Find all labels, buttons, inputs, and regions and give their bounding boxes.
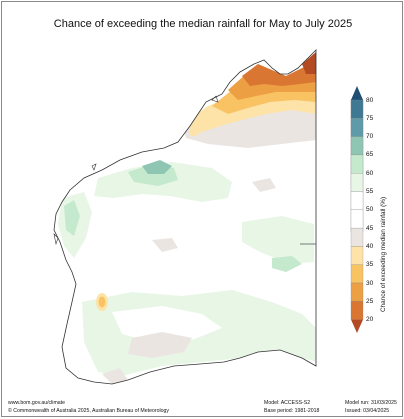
legend-tick-45: 45 [366,225,374,232]
legend-tick-70: 70 [366,133,374,140]
legend-tick-60: 60 [366,170,374,177]
band-45-south [128,332,192,358]
legend-swatch-70-75 [350,118,364,137]
band-20-north [302,52,316,74]
band-65-central [142,160,172,174]
legend-tick-30: 30 [366,280,374,287]
band-60-west [64,200,80,236]
legend-arrow-bottom [351,319,363,333]
legend-tick-35: 35 [366,261,374,268]
island [53,233,59,246]
band-40-kimberley [189,128,199,136]
legend-title: Chance of exceeding median rainfall (%) [380,196,387,312]
island [91,163,97,171]
probability-shading [58,52,316,384]
band-25-north [242,62,316,86]
footer-model-run: Model run: 31/03/2025 [345,400,397,406]
legend-arrow-top [351,86,363,100]
legend-tick-50: 50 [366,206,374,213]
legend-swatch-65-70 [350,136,364,156]
legend-swatch-40-45 [350,227,364,247]
legend-swatch-55-60 [350,173,364,192]
legend-swatch-60-65 [350,154,364,174]
legend-tick-40: 40 [366,243,374,250]
legend-swatch-25-30 [350,282,364,302]
legend-swatch-50-55 [350,191,364,210]
footer-base-period: Base period: 1981-2018 [264,408,320,414]
footer-copyright: © Commonwealth of Australia 2025, Austra… [8,408,169,414]
island [211,95,219,103]
band-55-east [242,216,314,264]
legend-swatch-35-40 [350,246,364,265]
legend-tick-20: 20 [366,316,374,323]
legend-swatch-20-25 [350,301,364,320]
footer-issued: Issued: 03/04/2025 [345,408,390,414]
legend-swatch-30-35 [350,264,364,284]
footer-website[interactable]: www.bom.gov.au/climate [8,400,65,406]
band-45-east [252,178,276,192]
legend-tick-25: 25 [366,298,374,305]
band-60-east [272,256,302,272]
legend-swatch-45-50 [350,209,364,229]
footer-model: Model: ACCESS-S2 [264,400,311,406]
legend-tick-80: 80 [366,97,374,104]
band-50-south-patch [112,306,222,342]
band-45-centre [152,238,178,252]
map-title: Chance of exceeding the median rainfall … [53,18,353,30]
legend-tick-55: 55 [366,188,374,195]
legend-tick-75: 75 [366,115,374,122]
band-40-north [188,90,316,134]
legend-tick-65: 65 [366,151,374,158]
legend-swatch-75-80 [350,99,364,119]
band-35-southwest [98,296,106,308]
band-45-southcoast [102,368,128,384]
